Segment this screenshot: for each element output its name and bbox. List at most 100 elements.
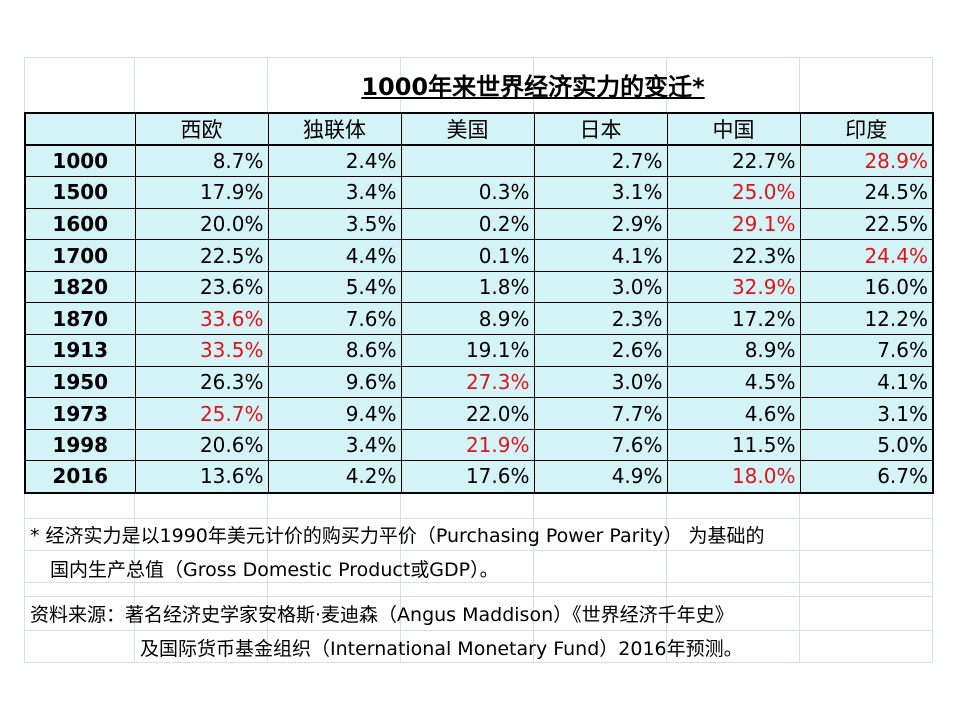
data-cell: 24.5%	[799, 176, 934, 209]
data-cell: 16.0%	[799, 270, 934, 304]
source-line-1: 资料来源：著名经济史学家安格斯·麦迪森（Angus Maddison）《世界经济…	[30, 604, 734, 626]
column-header: 独联体	[267, 112, 402, 146]
data-cell: 17.9%	[134, 176, 269, 209]
data-cell: 18.0%	[666, 460, 801, 494]
data-cell: 20.6%	[134, 428, 269, 462]
data-cell: 0.2%	[400, 207, 535, 241]
table-row: 1913 33.5% 8.6% 19.1% 2.6% 8.9% 7.6%	[24, 334, 934, 367]
data-cell: 22.5%	[134, 239, 269, 272]
row-year: 1600	[24, 207, 136, 241]
data-cell: 7.6%	[267, 302, 402, 336]
data-cell: 32.9%	[666, 270, 801, 304]
data-cell: 4.4%	[267, 239, 402, 272]
note-line-2: 国内生产总值（Gross Domestic Product或GDP）。	[50, 559, 499, 581]
data-cell: 33.6%	[134, 302, 269, 336]
data-cell: 29.1%	[666, 207, 801, 241]
data-cell: 4.6%	[666, 397, 801, 430]
data-cell: 13.6%	[134, 460, 269, 494]
table-row: 1870 33.6% 7.6% 8.9% 2.3% 17.2% 12.2%	[24, 302, 934, 336]
data-cell: 2.3%	[533, 302, 668, 336]
data-cell: 12.2%	[799, 302, 934, 336]
data-cell: 22.3%	[666, 239, 801, 272]
table-row: 1600 20.0% 3.5% 0.2% 2.9% 29.1% 22.5%	[24, 207, 934, 241]
data-cell: 4.2%	[267, 460, 402, 494]
data-cell: 7.7%	[533, 397, 668, 430]
table-row: 1820 23.6% 5.4% 1.8% 3.0% 32.9% 16.0%	[24, 270, 934, 304]
data-cell: 11.5%	[666, 428, 801, 462]
data-cell: 3.0%	[533, 270, 668, 304]
data-cell: 5.0%	[799, 428, 934, 462]
data-cell: 21.9%	[400, 428, 535, 462]
row-year: 1500	[24, 176, 136, 209]
header-row: 西欧 独联体 美国 日本 中国 印度	[24, 112, 934, 146]
data-cell: 4.1%	[799, 365, 934, 399]
data-cell: 22.5%	[799, 207, 934, 241]
data-cell: 19.1%	[400, 334, 535, 367]
row-year: 1700	[24, 239, 136, 272]
data-cell: 3.4%	[267, 176, 402, 209]
data-cell: 8.9%	[666, 334, 801, 367]
corner-cell	[24, 112, 136, 146]
row-year: 1000	[24, 144, 136, 178]
data-cell: 27.3%	[400, 365, 535, 399]
data-cell: 4.5%	[666, 365, 801, 399]
data-cell: 22.7%	[666, 144, 801, 178]
row-year: 1950	[24, 365, 136, 399]
data-cell: 8.7%	[134, 144, 269, 178]
data-cell: 20.0%	[134, 207, 269, 241]
row-year: 1820	[24, 270, 136, 304]
data-cell: 17.6%	[400, 460, 535, 494]
data-cell: 9.4%	[267, 397, 402, 430]
data-cell: 1.8%	[400, 270, 535, 304]
data-cell: 33.5%	[134, 334, 269, 367]
data-cell: 3.4%	[267, 428, 402, 462]
data-cell: 5.4%	[267, 270, 402, 304]
column-header: 西欧	[134, 112, 269, 146]
data-cell: 25.7%	[134, 397, 269, 430]
data-cell: 4.1%	[533, 239, 668, 272]
table-row: 1973 25.7% 9.4% 22.0% 7.7% 4.6% 3.1%	[24, 397, 934, 430]
data-cell: 24.4%	[799, 239, 934, 272]
table-row: 1998 20.6% 3.4% 21.9% 7.6% 11.5% 5.0%	[24, 428, 934, 462]
row-year: 1870	[24, 302, 136, 336]
data-cell: 7.6%	[533, 428, 668, 462]
table-row: 1700 22.5% 4.4% 0.1% 4.1% 22.3% 24.4%	[24, 239, 934, 272]
table-row: 2016 13.6% 4.2% 17.6% 4.9% 18.0% 6.7%	[24, 460, 934, 494]
data-cell: 26.3%	[134, 365, 269, 399]
table-title: 1000年来世界经济实力的变迁*	[361, 72, 705, 101]
data-cell: 9.6%	[267, 365, 402, 399]
data-cell: 23.6%	[134, 270, 269, 304]
data-cell: 28.9%	[799, 144, 934, 178]
data-cell: 0.3%	[400, 176, 535, 209]
row-year: 2016	[24, 460, 136, 494]
row-year: 1998	[24, 428, 136, 462]
data-cell	[400, 144, 535, 178]
table-row: 1500 17.9% 3.4% 0.3% 3.1% 25.0% 24.5%	[24, 176, 934, 209]
row-year: 1973	[24, 397, 136, 430]
data-cell: 0.1%	[400, 239, 535, 272]
data-cell: 3.5%	[267, 207, 402, 241]
table-row: 1000 8.7% 2.4% 2.7% 22.7% 28.9%	[24, 144, 934, 178]
data-cell: 22.0%	[400, 397, 535, 430]
data-cell: 4.9%	[533, 460, 668, 494]
row-year: 1913	[24, 334, 136, 367]
note-line-1: * 经济实力是以1990年美元计价的购买力平价（Purchasing Power…	[30, 525, 765, 547]
column-header: 中国	[666, 112, 801, 146]
column-header: 日本	[533, 112, 668, 146]
column-header: 美国	[400, 112, 535, 146]
data-cell: 8.6%	[267, 334, 402, 367]
data-cell: 2.4%	[267, 144, 402, 178]
data-cell: 8.9%	[400, 302, 535, 336]
data-cell: 3.0%	[533, 365, 668, 399]
data-cell: 2.9%	[533, 207, 668, 241]
data-cell: 7.6%	[799, 334, 934, 367]
data-cell: 3.1%	[533, 176, 668, 209]
column-header: 印度	[799, 112, 934, 146]
source-line-2: 及国际货币基金组织（International Monetary Fund）20…	[140, 638, 743, 660]
data-cell: 3.1%	[799, 397, 934, 430]
gdp-share-table: 西欧 独联体 美国 日本 中国 印度 1000 8.7% 2.4% 2.7% 22.7%…	[24, 112, 934, 494]
data-cell: 17.2%	[666, 302, 801, 336]
data-cell: 6.7%	[799, 460, 934, 494]
data-cell: 2.6%	[533, 334, 668, 367]
table-row: 1950 26.3% 9.6% 27.3% 3.0% 4.5% 4.1%	[24, 365, 934, 399]
